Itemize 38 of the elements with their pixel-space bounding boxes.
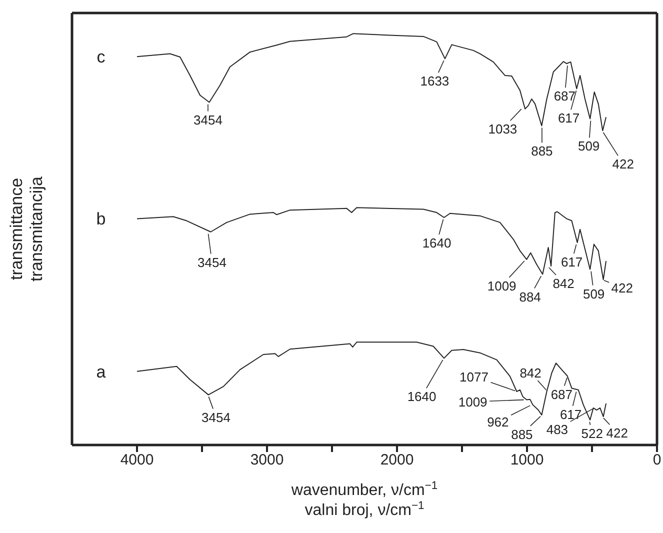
annotation: 3454 — [194, 112, 222, 128]
annotation: 1640 — [407, 389, 436, 404]
x-tick-label: 3000 — [250, 452, 284, 469]
annotation: 1640 — [422, 235, 452, 250]
annotation: 617 — [560, 254, 583, 270]
annotation: 509 — [578, 138, 600, 154]
series-label: b — [96, 210, 106, 229]
annotation: 3454 — [198, 254, 226, 270]
annotation: 522 — [581, 426, 603, 441]
annotation: 1009 — [458, 394, 488, 410]
annotation: 1633 — [420, 74, 450, 89]
annotation: 483 — [546, 422, 568, 437]
annotation: 885 — [531, 144, 553, 159]
annotation: 422 — [606, 426, 628, 441]
annotation: 1009 — [487, 278, 516, 294]
annotation: 422 — [611, 280, 633, 296]
annotation: 617 — [558, 110, 580, 126]
y-axis-title: transmittance transmitancija — [7, 176, 46, 282]
annotation: 422 — [612, 156, 634, 172]
x-tick-label: 0 — [652, 452, 662, 469]
annotation: 885 — [511, 426, 533, 442]
annotation: 1077 — [460, 370, 488, 385]
x-tick-label: 4000 — [120, 452, 154, 469]
annotation: 509 — [582, 286, 605, 302]
annotation: 1033 — [488, 122, 518, 137]
annotation: 687 — [550, 386, 573, 402]
annotation: 884 — [519, 289, 541, 304]
series-label: c — [96, 48, 106, 67]
annotation: 617 — [560, 406, 582, 422]
annotation: 962 — [487, 414, 509, 430]
x-tick-label: 2000 — [380, 452, 414, 469]
text: wavenumber, ν/cm$^{−1}$ valni broj, ν/cm$^{−1}$ — [291, 480, 438, 519]
annotation: 842 — [520, 366, 542, 381]
annotation: 3454 — [202, 410, 230, 425]
series-label: a — [96, 362, 106, 382]
x-tick-label: 1000 — [510, 452, 544, 469]
annotation: 687 — [554, 88, 576, 104]
annotation: 842 — [552, 276, 574, 292]
